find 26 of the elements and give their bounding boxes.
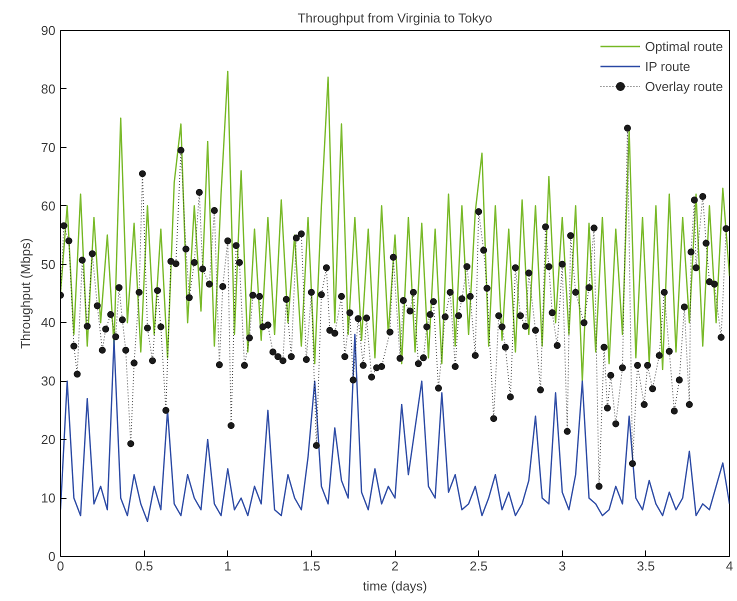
x-tick-label: 1.5 [302, 558, 320, 574]
line-series [60, 70, 730, 382]
x-tick-label: 2.5 [470, 558, 488, 574]
y-tick-label: 30 [41, 374, 56, 389]
line-series [60, 334, 730, 522]
x-tick-label: 4 [726, 558, 734, 574]
y-tick-label: 10 [41, 490, 56, 506]
y-tick-label: 70 [41, 140, 56, 155]
x-axis-title: time (days) [362, 578, 428, 594]
legend-label: IP route [644, 58, 690, 74]
legend-label: Overlay route [644, 78, 723, 94]
y-tick-label: 40 [41, 315, 56, 330]
chart-title: Throughput from Virginia to Tokyo [298, 10, 492, 26]
x-tick-label: 1 [224, 558, 232, 574]
x-tick-label: 3.5 [636, 558, 655, 574]
y-tick-label: 90 [41, 23, 56, 38]
x-tick-label: 2 [391, 558, 399, 574]
y-axis-title: Throughput (Mbps) [18, 238, 34, 349]
y-tick-label: 60 [41, 198, 56, 214]
x-tick-label: 0.5 [135, 558, 154, 574]
legend-label: Optimal route [644, 38, 723, 54]
y-tick-label: 0 [48, 549, 56, 564]
x-tick-label: 3 [558, 558, 566, 574]
y-tick-label: 50 [41, 256, 56, 272]
y-tick-label: 20 [41, 432, 56, 448]
y-tick-label: 80 [41, 81, 56, 96]
